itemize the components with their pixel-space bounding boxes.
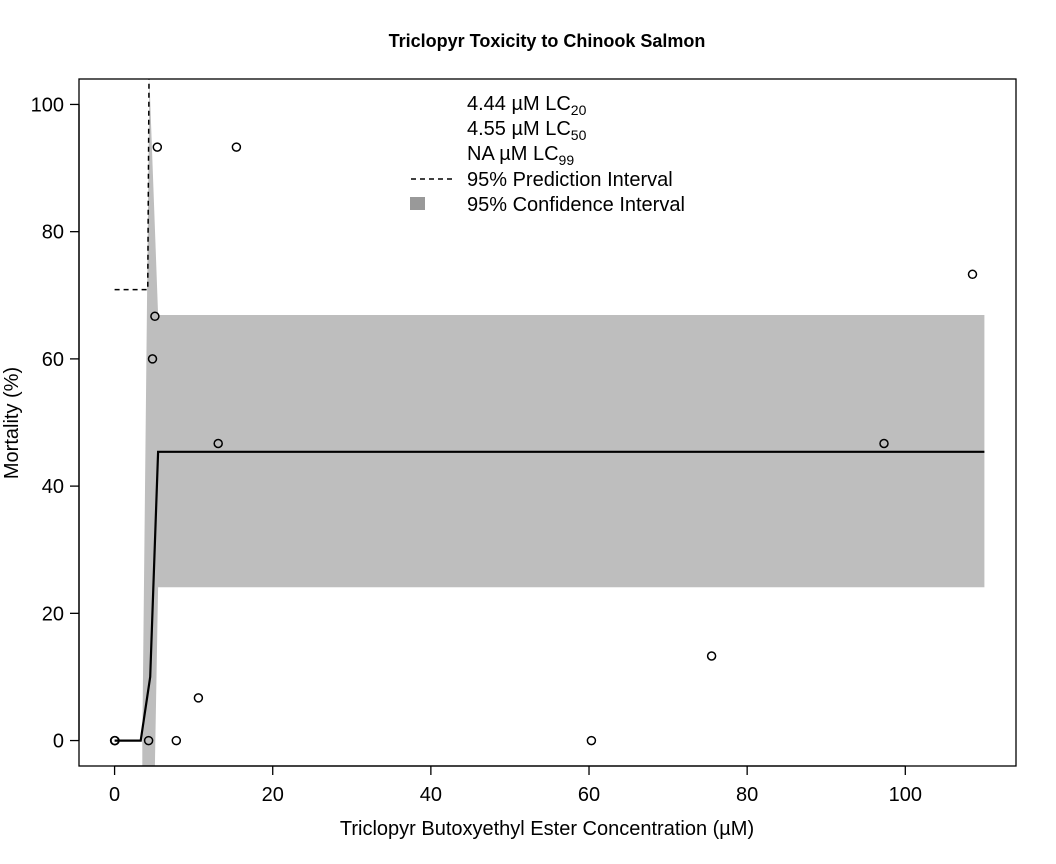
data-point-7 xyxy=(171,735,182,746)
data-point-10 xyxy=(231,142,242,152)
y-tick-label: 80 xyxy=(42,222,64,244)
x-axis-label: Triclopyr Butoxyethyl Ester Concentratio… xyxy=(340,818,754,840)
data-point-8 xyxy=(193,693,204,703)
legend-prediction: 95% Prediction Interval xyxy=(467,169,673,191)
legend-confidence-swatch xyxy=(410,197,425,210)
y-axis-label: Mortality (%) xyxy=(1,367,23,479)
legend-lc20: 4.44 µM LC20 xyxy=(467,93,587,118)
chart-title: Triclopyr Toxicity to Chinook Salmon xyxy=(389,31,706,51)
x-tick-label: 0 xyxy=(109,784,120,806)
legend-confidence: 95% Confidence Interval xyxy=(467,194,685,216)
x-tick-label: 100 xyxy=(889,784,922,806)
data-point-4 xyxy=(147,354,158,364)
data-point-12 xyxy=(706,651,717,661)
data-point-14 xyxy=(967,269,978,280)
data-point-13 xyxy=(879,438,889,449)
y-tick-label: 40 xyxy=(42,476,64,498)
confidence-band xyxy=(142,79,985,766)
x-tick-label: 60 xyxy=(578,784,600,806)
x-tick-label: 80 xyxy=(736,784,758,806)
data-point-9 xyxy=(213,438,223,449)
y-tick-label: 20 xyxy=(42,603,64,625)
data-point-2 xyxy=(110,735,120,746)
y-tick-label: 100 xyxy=(31,94,64,116)
data-point-6 xyxy=(152,142,163,152)
data-point-5 xyxy=(150,311,160,322)
x-tick-label: 20 xyxy=(262,784,284,806)
legend-lc50: 4.55 µM LC50 xyxy=(467,118,587,143)
x-axis: 0 20 40 60 80 100 xyxy=(109,765,922,806)
data-point-3 xyxy=(143,735,154,746)
y-axis: 0 20 40 60 80 100 xyxy=(31,94,80,753)
prediction-interval-line xyxy=(114,79,150,291)
legend-lc99: NA µM LC99 xyxy=(467,143,574,168)
legend: 4.44 µM LC20 4.55 µM LC50 NA µM LC99 95%… xyxy=(410,93,685,216)
dose-response-fit-line xyxy=(114,450,985,742)
y-tick-label: 60 xyxy=(42,349,64,371)
x-tick-label: 40 xyxy=(420,784,442,806)
data-point-11 xyxy=(586,735,597,746)
y-tick-label: 0 xyxy=(53,731,64,753)
